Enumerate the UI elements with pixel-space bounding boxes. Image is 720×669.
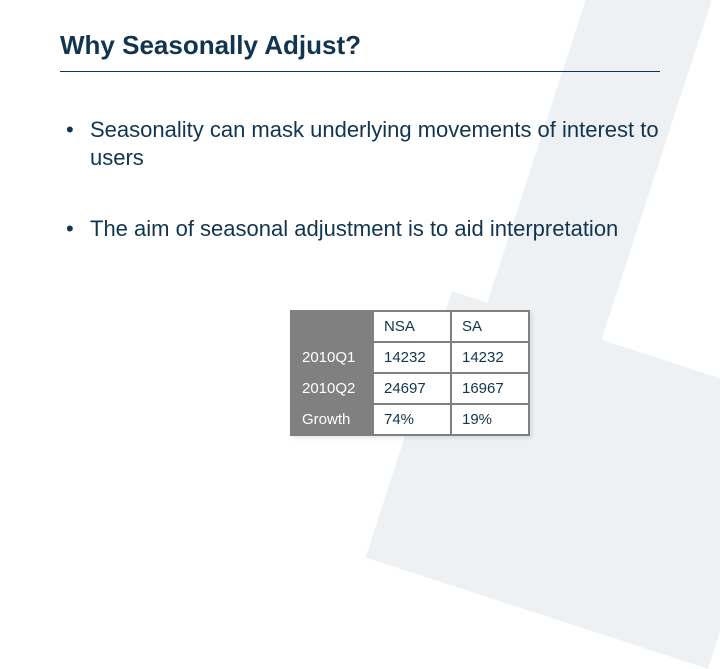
table-cell: 19% [451, 404, 529, 435]
title-divider [60, 71, 660, 72]
table-cell: 24697 [373, 373, 451, 404]
bullet-item: Seasonality can mask underlying movement… [60, 116, 660, 171]
table-cell: 16967 [451, 373, 529, 404]
table-cell: 14232 [373, 342, 451, 373]
table-row: 2010Q1 14232 14232 [291, 342, 529, 373]
table-row: Growth 74% 19% [291, 404, 529, 435]
table-header-cell-sa: SA [451, 311, 529, 342]
table-row-label: 2010Q2 [291, 373, 373, 404]
slide-title: Why Seasonally Adjust? [60, 30, 660, 61]
table-header-cell-nsa: NSA [373, 311, 451, 342]
table-header-row: NSA SA [291, 311, 529, 342]
data-table-wrap: NSA SA 2010Q1 14232 14232 2010Q2 24697 1… [290, 310, 530, 436]
bullet-list: Seasonality can mask underlying movement… [60, 116, 660, 243]
table-cell: 14232 [451, 342, 529, 373]
slide-content: Why Seasonally Adjust? Seasonality can m… [0, 0, 720, 243]
table-row-label: 2010Q1 [291, 342, 373, 373]
bullet-item: The aim of seasonal adjustment is to aid… [60, 215, 660, 243]
table-cell: 74% [373, 404, 451, 435]
table-row: 2010Q2 24697 16967 [291, 373, 529, 404]
table-header-cell-blank [291, 311, 373, 342]
data-table: NSA SA 2010Q1 14232 14232 2010Q2 24697 1… [290, 310, 530, 436]
table-row-label: Growth [291, 404, 373, 435]
